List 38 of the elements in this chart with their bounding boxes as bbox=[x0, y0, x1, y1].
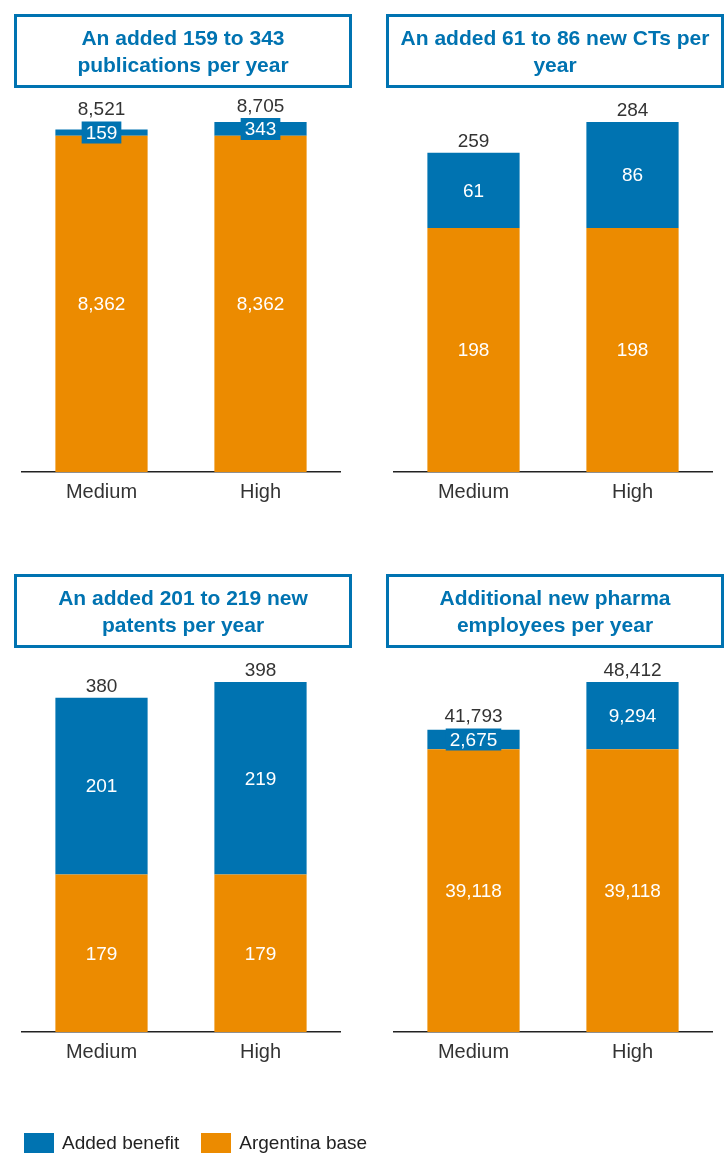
data-label: 198 bbox=[457, 339, 490, 361]
data-label: 9,294 bbox=[608, 704, 657, 726]
chart-title: Additional new pharma employees per year bbox=[386, 574, 724, 648]
total-label: 284 bbox=[616, 98, 649, 120]
x-tick-label: High bbox=[239, 479, 282, 502]
x-tick-label: High bbox=[611, 1039, 654, 1062]
data-label: 8,362 bbox=[236, 293, 285, 315]
chart-title: An added 201 to 219 new patents per year bbox=[14, 574, 352, 648]
data-label: 86 bbox=[621, 164, 644, 186]
total-label: 380 bbox=[85, 674, 118, 696]
x-tick-label: High bbox=[239, 1039, 282, 1062]
x-tick-label: Medium bbox=[437, 1039, 510, 1062]
x-tick-label: Medium bbox=[65, 479, 138, 502]
x-tick-label: Medium bbox=[437, 479, 510, 502]
data-label: 39,118 bbox=[445, 879, 502, 901]
legend-label: Added benefit bbox=[62, 1132, 180, 1154]
data-label: 39,118 bbox=[604, 879, 661, 901]
data-label: 179 bbox=[244, 942, 277, 964]
data-label: 2,675 bbox=[449, 728, 498, 750]
x-tick-label: High bbox=[611, 479, 654, 502]
total-label: 398 bbox=[244, 658, 277, 680]
data-label: 8,362 bbox=[77, 293, 126, 315]
total-label: 48,412 bbox=[603, 658, 662, 680]
total-label: 41,793 bbox=[444, 705, 503, 727]
data-label: 159 bbox=[85, 121, 118, 143]
total-label: 8,705 bbox=[236, 94, 285, 116]
legend-label: Argentina base bbox=[239, 1132, 368, 1154]
chart-title: An added 61 to 86 new CTs per year bbox=[386, 14, 724, 88]
data-label: 201 bbox=[85, 775, 118, 797]
chart-title: An added 159 to 343 publications per year bbox=[14, 14, 352, 88]
data-label: 219 bbox=[244, 767, 277, 789]
total-label: 259 bbox=[457, 129, 490, 151]
total-label: 8,521 bbox=[77, 98, 126, 120]
data-label: 179 bbox=[85, 942, 118, 964]
data-label: 61 bbox=[462, 179, 485, 201]
data-label: 198 bbox=[616, 339, 649, 361]
x-tick-label: Medium bbox=[65, 1039, 138, 1062]
data-label: 343 bbox=[244, 118, 277, 140]
